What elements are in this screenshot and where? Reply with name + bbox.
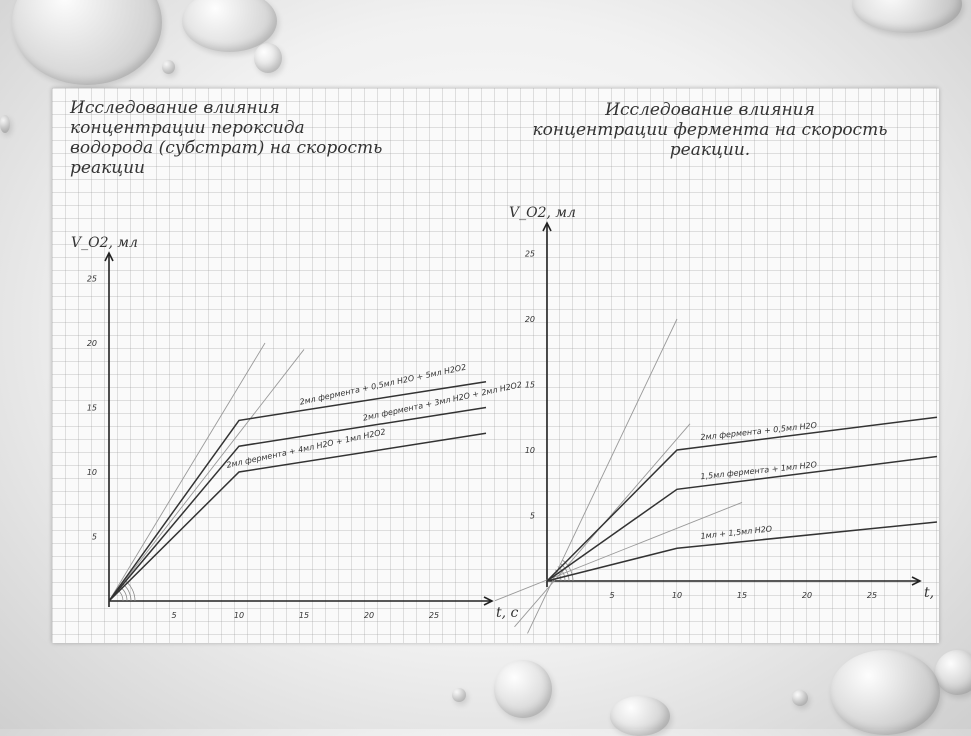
y-axis-arrow bbox=[542, 221, 552, 232]
x-tick-label: 5 bbox=[171, 611, 176, 620]
x-tick-label: 5 bbox=[609, 591, 614, 600]
y-tick-label: 10 bbox=[87, 468, 97, 477]
chart-1: 5 10 15 20 25 5 10 15 20 25 V_O2, мл t, c 2мл фермен… bbox=[71, 235, 523, 621]
water-drop bbox=[830, 650, 940, 735]
x-axis-label: t, c bbox=[496, 605, 519, 621]
y-tick-label: 15 bbox=[87, 404, 97, 413]
x-tick-label: 10 bbox=[234, 611, 244, 620]
y-axis-label: V_O2, мл bbox=[509, 205, 576, 221]
tangent-line bbox=[494, 501, 743, 602]
water-drop bbox=[494, 660, 552, 718]
water-drop bbox=[0, 115, 10, 133]
x-tick-label: 20 bbox=[364, 611, 374, 620]
y-tick-label: 10 bbox=[525, 446, 535, 455]
y-tick-label: 5 bbox=[530, 512, 535, 521]
x-tick-label: 25 bbox=[867, 591, 877, 600]
series-line bbox=[546, 416, 938, 582]
x-axis-label: t, c bbox=[924, 585, 939, 601]
right-chart-title: Исследование влияния концентрации фермен… bbox=[532, 100, 888, 160]
y-tick-label: 25 bbox=[525, 250, 535, 259]
series-line bbox=[108, 406, 487, 602]
angle-arc bbox=[559, 563, 570, 582]
y-tick-label: 20 bbox=[87, 339, 97, 348]
angle-arc bbox=[562, 559, 574, 582]
y-axis-arrow bbox=[104, 251, 114, 262]
charts-canvas: 5 10 15 20 25 5 10 15 20 25 V_O2, мл t, c 2мл фермен… bbox=[71, 205, 939, 634]
series-label: 2мл фермента + 4мл H2O + 1мл H2O2 bbox=[226, 427, 387, 470]
x-tick-label: 15 bbox=[737, 591, 747, 600]
series-label: 2мл фермента + 0,5мл H2O bbox=[700, 421, 817, 442]
y-tick-label: 15 bbox=[525, 381, 535, 390]
tangent-line bbox=[108, 342, 266, 602]
water-drop bbox=[610, 696, 670, 736]
series-line bbox=[108, 380, 487, 602]
angle-arc bbox=[557, 566, 566, 582]
x-tick-label: 15 bbox=[299, 611, 309, 620]
y-axis-label: V_O2, мл bbox=[71, 235, 138, 251]
x-axis-arrow bbox=[911, 576, 922, 586]
water-drop bbox=[792, 690, 808, 706]
water-drop bbox=[12, 0, 162, 85]
left-chart-title: Исследование влияния концентрации перокс… bbox=[70, 98, 383, 178]
water-drop bbox=[935, 650, 971, 695]
water-drop bbox=[452, 688, 466, 702]
series-line bbox=[546, 455, 938, 582]
x-tick-label: 20 bbox=[802, 591, 812, 600]
series-line bbox=[108, 432, 487, 602]
y-tick-label: 5 bbox=[92, 533, 97, 542]
y-tick-label: 20 bbox=[525, 315, 535, 324]
tangent-line bbox=[108, 349, 305, 602]
tangent-line bbox=[527, 318, 678, 634]
series-label: 1,5мл фермента + 1мл H2O bbox=[700, 460, 817, 481]
graph-paper: Исследование влияния концентрации перокс… bbox=[52, 88, 939, 643]
x-tick-label: 10 bbox=[672, 591, 682, 600]
series-line bbox=[546, 521, 938, 582]
series-label: 1мл + 1,5мл H2O bbox=[700, 524, 772, 540]
chart-2: 5 10 15 20 25 5 10 15 20 25 V_O2, мл t, c 2мл фермен… bbox=[494, 205, 939, 634]
water-drop bbox=[254, 43, 282, 73]
water-drop bbox=[852, 0, 962, 33]
x-axis-arrow bbox=[483, 596, 494, 606]
y-tick-label: 25 bbox=[87, 275, 97, 284]
x-tick-label: 25 bbox=[429, 611, 439, 620]
water-drop bbox=[182, 0, 277, 52]
water-drop bbox=[162, 60, 175, 74]
